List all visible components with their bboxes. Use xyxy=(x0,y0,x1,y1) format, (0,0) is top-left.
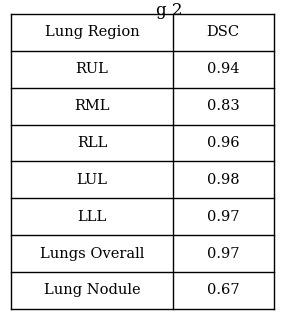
Text: RLL: RLL xyxy=(77,136,107,150)
Text: 0.94: 0.94 xyxy=(207,62,239,76)
Text: 0.67: 0.67 xyxy=(207,284,239,297)
Text: 0.97: 0.97 xyxy=(207,246,239,261)
Text: 0.83: 0.83 xyxy=(207,99,239,113)
Text: Lung Region: Lung Region xyxy=(45,26,139,39)
Text: Lung Nodule: Lung Nodule xyxy=(44,284,140,297)
Text: 0.96: 0.96 xyxy=(207,136,239,150)
Text: RUL: RUL xyxy=(76,62,108,76)
Text: 0.98: 0.98 xyxy=(207,173,239,187)
Text: 0.97: 0.97 xyxy=(207,210,239,224)
Text: LUL: LUL xyxy=(76,173,107,187)
Text: LLL: LLL xyxy=(77,210,107,224)
Text: g 2: g 2 xyxy=(156,2,182,19)
Text: RML: RML xyxy=(74,99,110,113)
Text: Lungs Overall: Lungs Overall xyxy=(40,246,144,261)
Text: DSC: DSC xyxy=(206,26,240,39)
